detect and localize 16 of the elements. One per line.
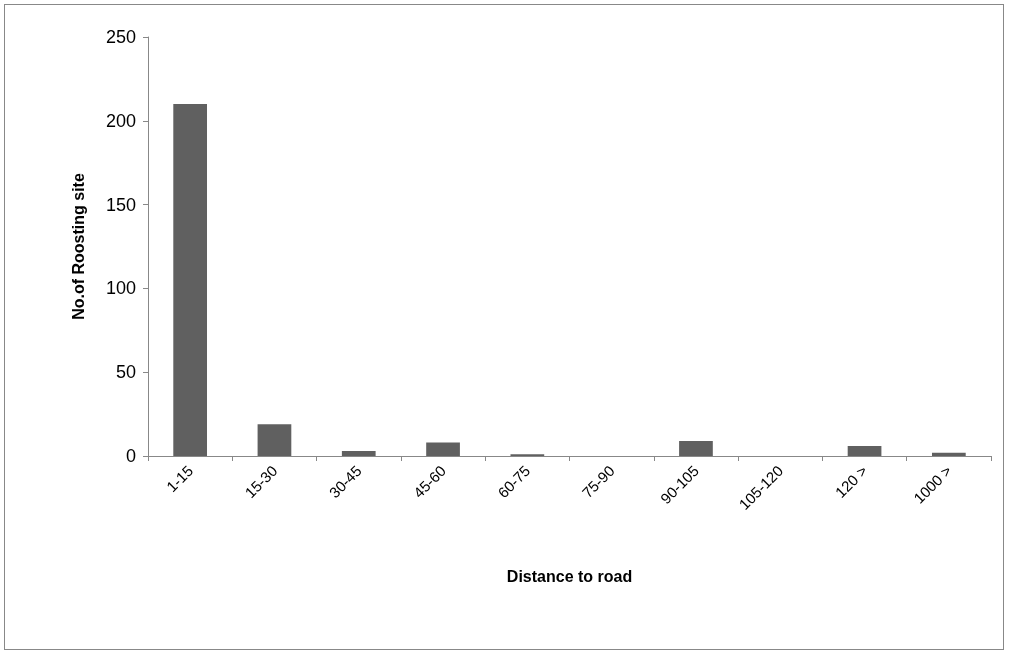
y-tick-label: 50 xyxy=(115,362,136,383)
bar xyxy=(931,452,966,456)
y-tick-label: 0 xyxy=(125,446,136,466)
bar xyxy=(679,440,713,456)
bar xyxy=(426,442,460,456)
bar xyxy=(173,104,208,456)
bar xyxy=(847,445,882,456)
y-tick-label: 200 xyxy=(105,110,136,131)
x-axis-title: Distance to road xyxy=(506,567,633,585)
x-tick-label: 120 > xyxy=(831,461,871,501)
y-axis-title: No.of Roosting site xyxy=(69,173,87,320)
y-tick-label: 100 xyxy=(105,278,136,299)
bar xyxy=(257,424,292,456)
y-tick-label: 150 xyxy=(105,194,136,215)
bar xyxy=(341,450,376,456)
y-tick-label: 250 xyxy=(105,27,136,47)
